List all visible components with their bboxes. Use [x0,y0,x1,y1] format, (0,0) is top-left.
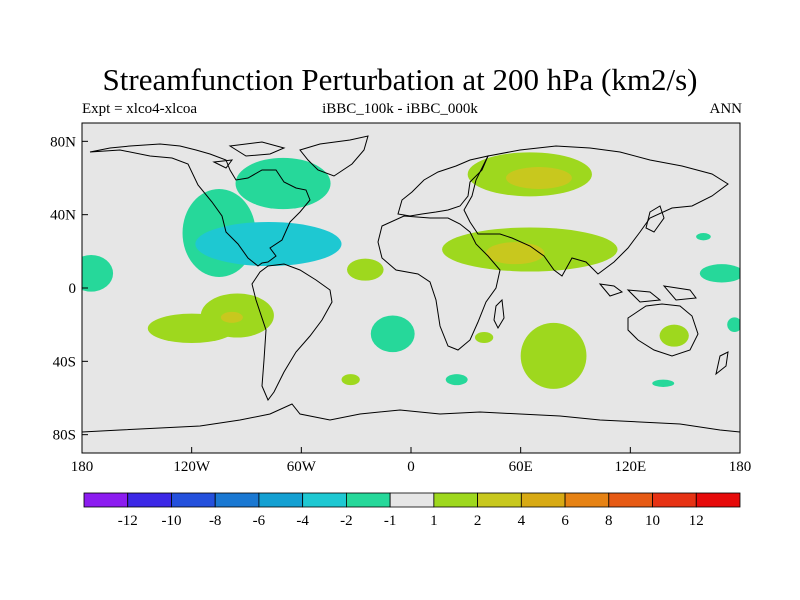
anomaly-region [445,374,468,386]
colorbar: -12 -10 -8 -6 -4 -2 -1 1 2 4 6 8 10 12 [83,492,741,529]
colorbar-label: 2 [474,513,482,529]
coast-new-zealand [715,351,729,376]
colorbar-label: 6 [561,513,569,529]
coast-australia [627,303,699,357]
colorbar-label: -12 [118,513,138,529]
coast-japan [645,205,665,233]
colorbar-label: -1 [384,513,397,529]
coastlines [82,135,740,433]
coast-north-america [89,143,311,267]
x-tick-label: 180 [71,459,94,475]
colorbar-box [695,492,741,508]
anomaly-region [485,242,545,265]
anomaly-layer [82,152,740,389]
colorbar-label: -2 [340,513,353,529]
anomaly-region [699,264,740,283]
y-tick-label: 40N [50,208,76,224]
anomaly-region [696,233,711,241]
x-tick-label: 120E [614,459,646,475]
plot-title: Streamfunction Perturbation at 200 hPa (… [102,62,698,97]
coast-asia [463,145,729,277]
anomaly-region [341,374,360,386]
y-tick-label: 80S [53,428,76,444]
colorbar-label: -6 [253,513,266,529]
anomaly-region [659,324,689,347]
coast-greenland [299,135,369,177]
colorbar-box [520,492,566,508]
anomaly-region [82,255,114,292]
coast-arctic-islands [212,141,286,169]
left-string: Expt = xlco4-xlcoa [82,101,198,117]
anomaly-region [520,322,587,389]
center-string: iBBC_100k - iBBC_000k [322,101,478,117]
colorbar-box [83,492,129,508]
colorbar-label: -4 [296,513,309,529]
colorbar-box [433,492,479,508]
coast-antarctica [82,403,740,433]
colorbar-box [477,492,522,508]
colorbar-box [608,492,653,508]
anomaly-region [506,167,572,189]
colorbar-label: 8 [605,513,613,529]
colorbar-label: 4 [518,513,526,529]
colorbar-box [564,492,610,508]
colorbar-label: 12 [689,513,704,529]
x-tick-label: 60E [509,459,533,475]
coast-europe [397,155,489,217]
coast-africa [377,215,501,351]
anomaly-region [370,315,415,353]
anomaly-region [347,258,384,281]
colorbar-box [171,492,216,508]
coast-indonesia [598,283,697,303]
anomaly-region [727,317,740,332]
anomaly-region [220,311,243,323]
y-tick-label: 40S [53,354,76,370]
colorbar-box [214,492,260,508]
anomaly-region [474,332,494,343]
coast-south-america [251,263,333,401]
anomaly-region [652,379,675,388]
axis-ticks: 80N 40N 0 40S 80S 180 120W 60W 0 60E 120E 180 [50,134,751,475]
anomaly-region [195,222,342,266]
x-tick-label: 60W [287,459,317,475]
colorbar-label: -8 [209,513,222,529]
y-tick-label: 80N [50,134,76,150]
coast-madagascar [493,298,505,330]
colorbar-box [345,492,391,508]
colorbar-box [258,492,304,508]
x-tick-label: 180 [729,459,752,475]
colorbar-box [389,492,435,508]
colorbar-box [127,492,172,508]
colorbar-label: 1 [430,513,438,529]
anomaly-region [235,157,331,210]
y-tick-label: 0 [69,281,77,297]
right-string: ANN [709,101,743,117]
colorbar-box [302,492,347,508]
map-background [82,123,740,453]
x-tick-label: 120W [173,459,211,475]
colorbar-label: -10 [161,513,181,529]
colorbar-label: 10 [645,513,660,529]
colorbar-box [652,492,697,508]
x-tick-label: 0 [407,459,415,475]
